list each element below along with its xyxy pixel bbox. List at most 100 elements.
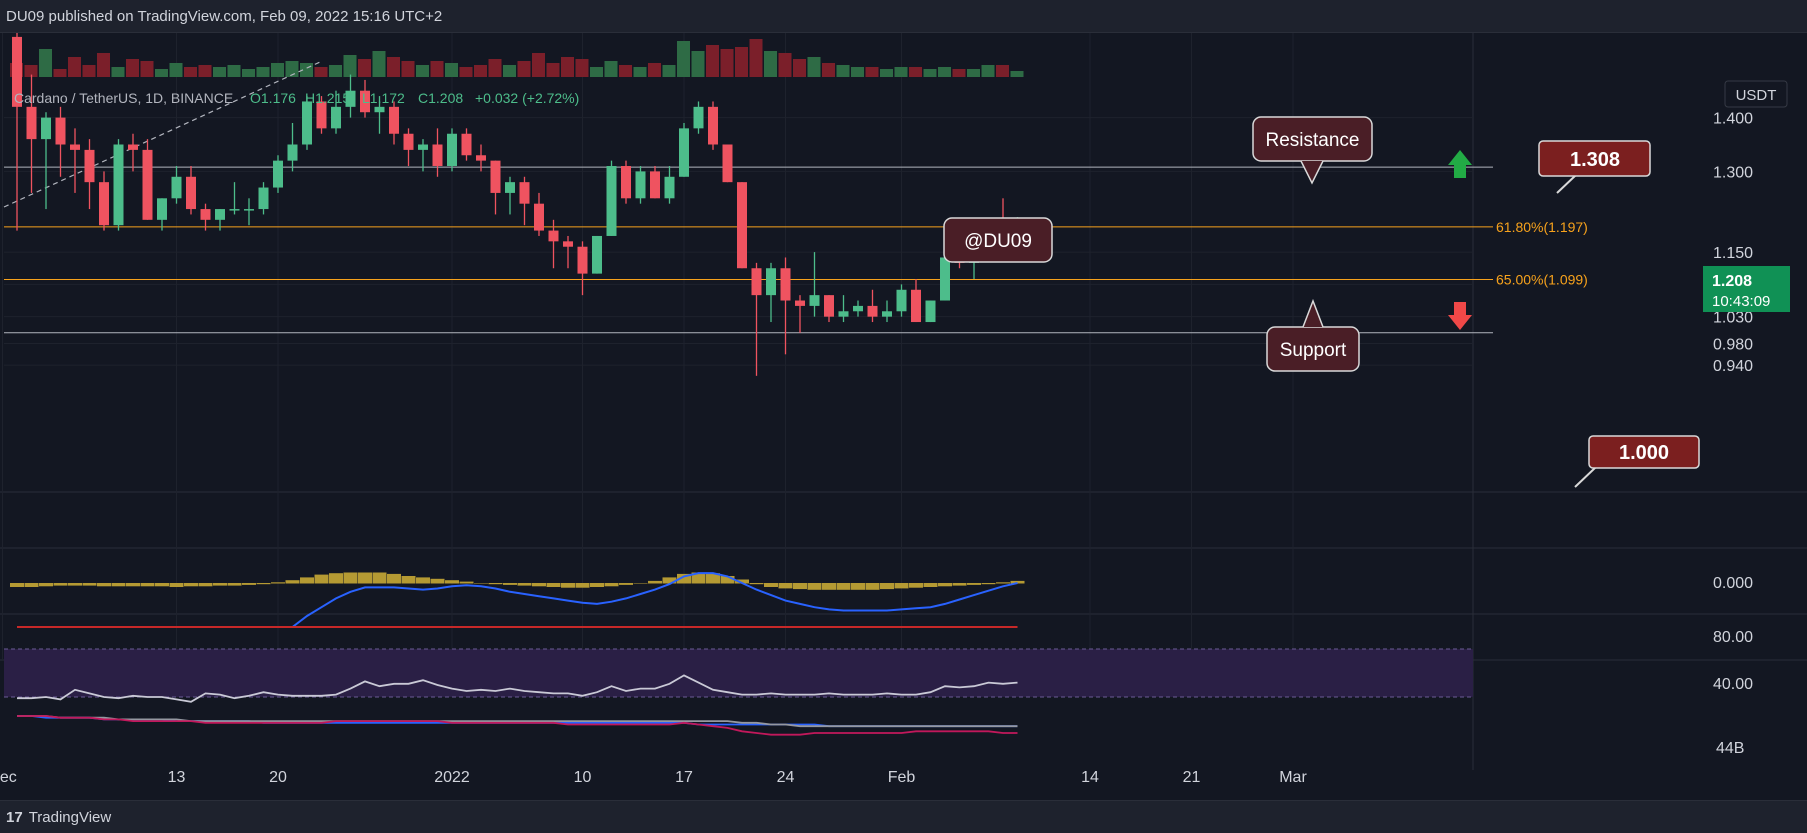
candle-body[interactable] (476, 155, 486, 161)
candle-body[interactable] (41, 117, 51, 140)
candle-body[interactable] (55, 117, 66, 145)
volume-bar (836, 65, 850, 77)
candle-body[interactable] (70, 144, 80, 150)
candle-body[interactable] (316, 101, 327, 129)
x-axis-tick: 2022 (434, 769, 470, 786)
target-low-tag[interactable] (1588, 435, 1700, 469)
tradingview-logo-icon: 17 (6, 809, 23, 826)
candle-body[interactable] (244, 209, 254, 211)
candle-body[interactable] (171, 176, 182, 199)
candle-body[interactable] (273, 160, 283, 188)
candle-body[interactable] (186, 176, 196, 210)
watermark-callout-box[interactable] (943, 217, 1053, 263)
candle-body[interactable] (751, 268, 762, 296)
candle-body[interactable] (838, 311, 849, 317)
candle-body[interactable] (200, 209, 211, 220)
watermark-callout-label: @DU09 (964, 231, 1032, 252)
candle-body[interactable] (592, 235, 602, 274)
candle-body[interactable] (548, 230, 559, 242)
candle-body[interactable] (896, 289, 907, 312)
candle-body[interactable] (925, 300, 936, 323)
volume-bar (967, 69, 980, 77)
volume-bar (532, 53, 545, 77)
candle-body[interactable] (882, 311, 892, 317)
candle-body[interactable] (287, 144, 298, 161)
candle-body[interactable] (258, 187, 269, 210)
volume-bar (343, 55, 357, 77)
candle-body[interactable] (403, 133, 414, 150)
price-axis-tick: 1.400 (1713, 111, 1753, 128)
candle-body[interactable] (809, 295, 820, 306)
macd-histogram-bar (213, 583, 227, 586)
candle-body[interactable] (911, 289, 921, 323)
candle-body[interactable] (563, 241, 573, 247)
candle-body[interactable] (215, 209, 225, 220)
volume-bar (227, 65, 241, 77)
candle-body[interactable] (708, 106, 718, 145)
candle-body[interactable] (795, 300, 805, 306)
candle-body[interactable] (12, 36, 22, 107)
candle-body[interactable] (635, 171, 646, 199)
candle-body[interactable] (722, 144, 733, 183)
volume-bar (358, 59, 371, 77)
candle-body[interactable] (577, 246, 588, 274)
candle-body[interactable] (853, 305, 863, 312)
volume-bar (474, 65, 487, 77)
candle-body[interactable] (679, 128, 689, 177)
candle-body[interactable] (447, 133, 457, 167)
candle-body[interactable] (780, 268, 791, 301)
volume-bar (39, 49, 52, 77)
candle-body[interactable] (867, 305, 878, 317)
candle-body[interactable] (99, 182, 109, 226)
candle-body[interactable] (650, 171, 660, 199)
tradingview-logo[interactable]: 17 TradingView (6, 809, 111, 826)
volume-bar (938, 67, 951, 77)
candle-body[interactable] (389, 106, 399, 134)
target-low-label: 1.000 (1619, 442, 1669, 464)
candle-body[interactable] (128, 144, 138, 150)
price-axis-tick: 1.300 (1713, 164, 1753, 181)
macd-histogram-bar (909, 583, 923, 588)
macd-histogram-bar (285, 580, 300, 584)
candle-body[interactable] (432, 144, 443, 167)
candle-body[interactable] (113, 144, 124, 226)
candle-body[interactable] (302, 101, 312, 145)
candle-body[interactable] (737, 182, 747, 269)
volume-bar (517, 61, 531, 77)
candle-body[interactable] (505, 182, 515, 193)
candle-body[interactable] (824, 295, 834, 317)
macd-histogram-bar (39, 583, 53, 587)
candle-body[interactable] (157, 198, 167, 220)
candle-body[interactable] (490, 160, 501, 193)
macd-histogram-bar (662, 577, 677, 584)
candle-body[interactable] (693, 106, 704, 129)
macd-histogram-bar (604, 583, 619, 587)
candle-body[interactable] (519, 182, 530, 204)
candle-body[interactable] (461, 133, 472, 156)
candle-body[interactable] (766, 268, 776, 296)
candle-body[interactable] (664, 176, 675, 199)
candle-body[interactable] (360, 90, 370, 113)
candle-body[interactable] (418, 144, 428, 150)
candle-body[interactable] (229, 209, 240, 211)
candle-body[interactable] (26, 106, 37, 140)
candle-body[interactable] (331, 106, 341, 129)
fib-level-label: 65.00%(1.099) (1496, 272, 1588, 288)
currency-badge[interactable] (1724, 80, 1788, 108)
candle-body[interactable] (606, 166, 617, 236)
candle-body[interactable] (345, 90, 356, 107)
macd-histogram-bar (169, 583, 184, 587)
volume-bar (706, 45, 719, 77)
candle-body[interactable] (621, 166, 631, 199)
volume-bar (996, 65, 1009, 77)
volume-bar (140, 61, 154, 77)
macd-histogram-bar (343, 572, 358, 584)
candle-body[interactable] (374, 106, 385, 113)
macd-histogram-bar (735, 579, 749, 584)
candle-body[interactable] (84, 149, 95, 183)
candle-body[interactable] (940, 257, 950, 301)
target-high-tag[interactable] (1538, 140, 1651, 177)
candle-body[interactable] (534, 203, 544, 231)
candle-body[interactable] (142, 149, 153, 220)
